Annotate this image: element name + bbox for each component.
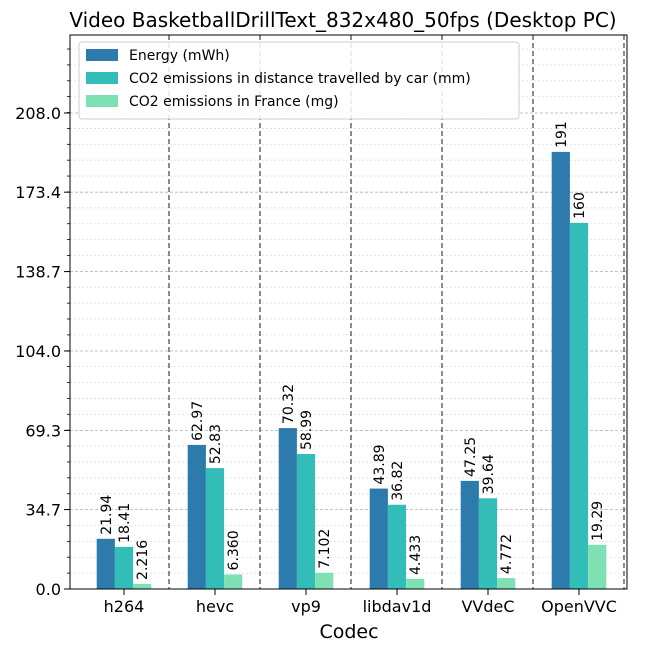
bar (569, 222, 589, 589)
bar-value-label: 39.64 (481, 454, 497, 494)
bar-value-label: 191 (554, 121, 570, 148)
x-tick-label: h264 (104, 597, 145, 616)
bar (478, 498, 498, 589)
bar-labels: 21.94 62.97 70.32 43.89 47.25 191 18.41 52.83 58… (99, 121, 606, 580)
bar (369, 488, 388, 589)
legend-entry: CO2 emissions in France (mg) (129, 94, 339, 110)
bar-value-label: 43.89 (372, 444, 388, 484)
bar-value-label: 18.41 (117, 503, 133, 543)
bar-value-label: 160 (572, 192, 588, 219)
y-axis: 0.0 34.7 69.3 104.0 138.7 173.4 208.0 (15, 48, 70, 599)
bar (588, 544, 607, 589)
bar (187, 444, 206, 589)
x-tick-label: OpenVVC (541, 597, 617, 616)
y-tick-label: 104.0 (15, 342, 61, 361)
bar (460, 480, 479, 589)
bar (114, 546, 134, 589)
y-tick-label: 34.7 (25, 501, 61, 520)
bar-value-label: 4.433 (408, 535, 424, 575)
bar (387, 504, 407, 589)
y-tick-label: 173.4 (15, 183, 61, 202)
x-tick-label: hevc (196, 597, 234, 616)
bars (96, 151, 607, 589)
bar (497, 578, 516, 589)
bar (133, 583, 152, 589)
y-tick-label: 208.0 (15, 104, 61, 123)
category-separators (168, 35, 625, 589)
bar-value-label: 7.102 (317, 529, 333, 569)
legend-swatch (86, 49, 118, 61)
bar-value-label: 36.82 (390, 461, 406, 501)
plot-frame (69, 34, 628, 590)
bar-value-label: 21.94 (99, 495, 115, 535)
x-tick-label: libdav1d (363, 597, 432, 616)
y-tick-label: 0.0 (36, 580, 61, 599)
grid (70, 48, 627, 590)
x-tick-label: VVdeC (461, 597, 514, 616)
y-tick-label: 138.7 (15, 263, 61, 282)
legend-entry: Energy (mWh) (129, 48, 230, 64)
legend-swatch (86, 95, 118, 107)
bar (315, 572, 334, 589)
bar (96, 538, 115, 589)
bar-value-label: 58.99 (299, 410, 315, 450)
legend-frame (78, 41, 520, 120)
bar (278, 428, 297, 589)
chart-title: Video BasketballDrillText_832x480_50fps … (69, 8, 616, 32)
bar (224, 574, 243, 589)
y-tick-label: 69.3 (25, 421, 61, 440)
bar (551, 151, 570, 589)
bar-value-label: 6.360 (226, 530, 242, 570)
bar (406, 578, 425, 589)
bar-value-label: 52.83 (208, 424, 224, 464)
bar-value-label: 4.772 (499, 534, 515, 574)
x-axis: h264 hevc vp9 libdav1d VVdeC OpenVVC (104, 589, 617, 616)
x-tick-label: vp9 (291, 597, 321, 616)
bar (205, 468, 225, 589)
bar-value-label: 62.97 (190, 401, 206, 441)
bar-value-label: 2.216 (135, 540, 151, 580)
legend-swatch (86, 72, 118, 84)
x-axis-title: Codec (319, 621, 378, 643)
bar-value-label: 19.29 (590, 501, 606, 541)
bar-value-label: 70.32 (281, 384, 297, 424)
bar-value-label: 47.25 (463, 437, 479, 477)
bar (296, 454, 316, 589)
legend: Energy (mWh) CO2 emissions in distance tr… (78, 41, 520, 120)
legend-entry: CO2 emissions in distance travelled by c… (129, 71, 471, 87)
